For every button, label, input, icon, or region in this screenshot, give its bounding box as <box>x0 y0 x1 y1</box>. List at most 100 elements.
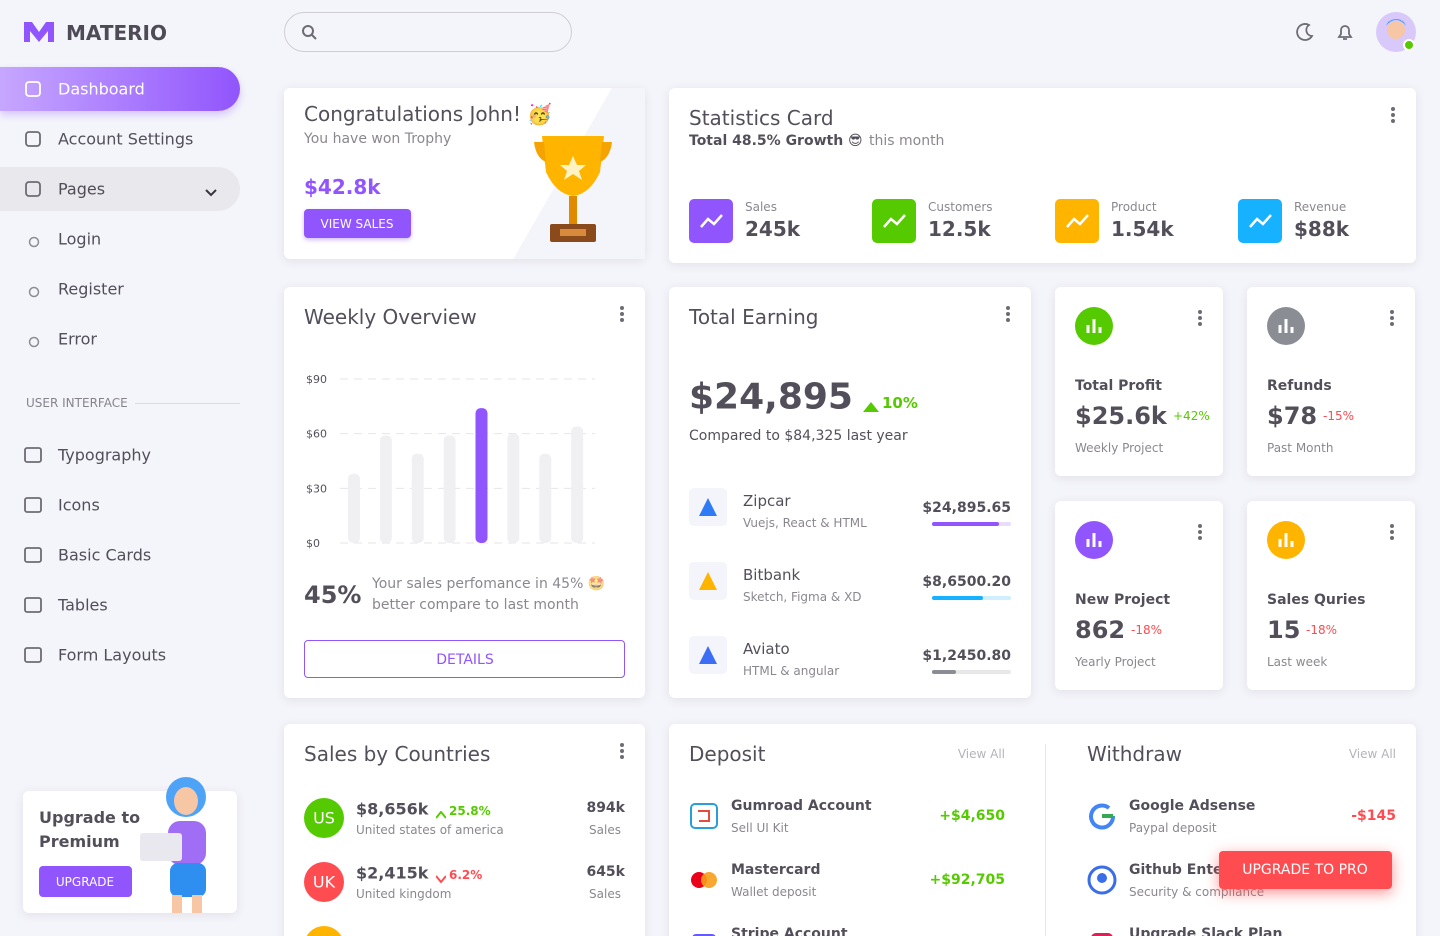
section-header: USER INTERFACE <box>26 396 128 410</box>
view-all[interactable]: View All <box>957 747 1005 761</box>
icon-part <box>883 214 906 228</box>
mini-title: Refunds <box>1267 378 1332 394</box>
brand-icon <box>1087 929 1117 936</box>
mini-change: +42% <box>1173 409 1210 423</box>
nav-item[interactable]: Typography <box>58 445 151 465</box>
brand-icon <box>689 929 719 936</box>
nav-item[interactable]: Login <box>58 229 102 249</box>
subtitle: You have won Trophy <box>304 131 452 147</box>
nav-icon <box>23 129 43 149</box>
icon-part <box>28 336 40 348</box>
icon-part <box>690 803 718 829</box>
card-title: Sales by Countries <box>304 742 491 766</box>
icon-part <box>1091 933 1113 936</box>
stat-icon <box>1075 521 1113 559</box>
item-desc: Vuejs, React & HTML <box>743 516 867 530</box>
stat-value: 245k <box>745 217 801 241</box>
more-menu[interactable] <box>1389 309 1395 327</box>
more-menu[interactable] <box>1005 305 1011 323</box>
mini-value: $25.6k <box>1075 402 1167 430</box>
more-menu[interactable] <box>619 305 625 323</box>
icon-part <box>701 872 717 888</box>
button-label[interactable]: UPGRADE TO PRO <box>1242 862 1368 878</box>
progress-track <box>932 596 1011 600</box>
amount: $24,895 <box>689 376 853 418</box>
notifications[interactable] <box>1335 22 1355 42</box>
icon-part <box>140 833 182 861</box>
icon-part <box>24 647 42 663</box>
icon-part <box>1198 310 1202 314</box>
nav-item[interactable]: Pages <box>58 179 106 199</box>
button-label[interactable]: DETAILS <box>436 652 494 668</box>
mini-title: Sales Quries <box>1267 592 1366 608</box>
item-name: Bitbank <box>743 566 801 584</box>
brand-icon <box>689 865 719 895</box>
icon-part <box>24 497 42 513</box>
progress-bar <box>932 596 984 600</box>
icon-part <box>1198 524 1202 540</box>
stat-icon <box>1238 199 1282 243</box>
icon-part <box>1391 107 1395 123</box>
upgrade-button[interactable]: UPGRADE <box>39 866 132 897</box>
button-label[interactable]: VIEW SALES <box>320 217 394 231</box>
nav-item[interactable]: Error <box>58 329 97 349</box>
icon-part <box>1097 873 1107 883</box>
icon-part <box>25 181 41 197</box>
view-sales-button[interactable]: VIEW SALES <box>304 209 411 238</box>
theme-toggle[interactable] <box>1295 22 1315 42</box>
mini-sub: Last week <box>1267 655 1328 669</box>
mini-sub: Yearly Project <box>1075 655 1156 669</box>
row-desc: Wallet deposit <box>731 885 817 899</box>
weekly-card <box>284 287 645 698</box>
view-all[interactable]: View All <box>1348 747 1396 761</box>
item-name: Aviato <box>743 640 790 658</box>
icon-part <box>689 199 733 243</box>
icon-part <box>1198 536 1202 540</box>
nav-item[interactable]: Dashboard <box>58 79 145 99</box>
icon-part <box>1006 312 1010 316</box>
icon-part <box>1296 23 1314 41</box>
amount: $8,656k <box>356 799 429 819</box>
brand-icon <box>689 488 727 526</box>
icon-part <box>620 306 624 310</box>
more-menu[interactable] <box>619 742 625 760</box>
icon-part <box>1390 530 1394 534</box>
icon-part <box>170 863 206 897</box>
icon-part <box>1075 307 1113 345</box>
nav-icon <box>23 495 43 515</box>
item-amount: $8,6500.20 <box>922 574 1011 590</box>
icon-part <box>1391 107 1395 111</box>
country-avatar: UK <box>304 862 344 902</box>
nav-item[interactable]: Register <box>58 279 124 299</box>
nav-item[interactable]: Icons <box>58 495 100 515</box>
country-avatar <box>304 926 344 936</box>
icon-part <box>24 22 54 42</box>
icon-part <box>1198 310 1202 326</box>
nav-item[interactable]: Basic Cards <box>58 545 152 565</box>
details-button[interactable]: DETAILS <box>304 640 625 678</box>
more-menu[interactable] <box>1197 523 1203 541</box>
more-menu[interactable] <box>1390 106 1396 124</box>
growth-text: Total 48.5% Growth 😎 <box>689 133 863 149</box>
icon-part <box>620 318 624 322</box>
mini-sub: Past Month <box>1267 441 1334 455</box>
icon-part <box>28 236 40 248</box>
search-input[interactable] <box>284 12 572 52</box>
mini-value: 15 <box>1267 616 1301 644</box>
transactions-card <box>669 724 1416 936</box>
nav-item[interactable]: Tables <box>58 595 108 615</box>
more-menu[interactable] <box>1197 309 1203 327</box>
nav-item[interactable]: Account Settings <box>58 129 194 149</box>
avatar[interactable] <box>1376 12 1418 54</box>
icon-part <box>620 743 624 759</box>
icon-part <box>620 749 624 753</box>
upgrade-title: Upgrade to Premium <box>39 808 141 851</box>
icon-part <box>1087 865 1117 895</box>
nav-item[interactable]: Form Layouts <box>58 645 167 665</box>
button-label[interactable]: UPGRADE <box>55 875 115 889</box>
upgrade-pro-button[interactable]: UPGRADE TO PRO <box>1219 851 1392 889</box>
icon-part <box>205 189 217 197</box>
icon-part <box>863 402 879 412</box>
more-menu[interactable] <box>1389 523 1395 541</box>
